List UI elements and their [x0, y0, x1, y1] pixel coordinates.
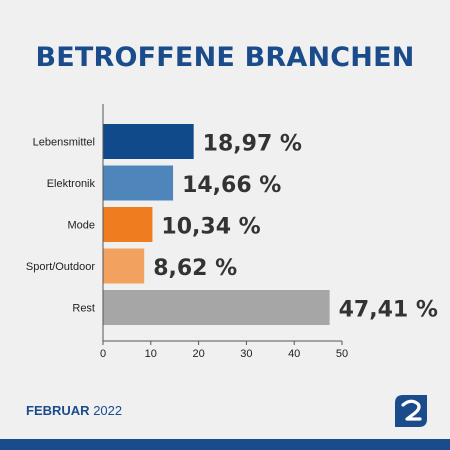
chart-title: BETROFFENE BRANCHEN: [35, 42, 415, 73]
x-tick-label: 10: [145, 348, 157, 360]
footer-month: FEBRUAR: [26, 403, 90, 418]
value-label: 14,66 %: [182, 173, 281, 198]
bar: [103, 207, 153, 242]
x-tick-label: 40: [288, 348, 300, 360]
x-tick-label: 0: [100, 348, 106, 360]
footer-year: 2022: [93, 403, 123, 418]
x-tick-label: 50: [336, 348, 348, 360]
value-label: 8,62 %: [153, 256, 237, 281]
value-label: 10,34 %: [161, 215, 260, 240]
bar: [103, 124, 194, 159]
brand-logo-icon: [395, 395, 427, 427]
category-label: Rest: [72, 303, 95, 315]
bar-chart: Lebensmittel 18,97 % Elektronik 14,66 % Mode…: [26, 104, 438, 360]
category-label: Elektronik: [47, 178, 96, 190]
value-label: 47,41 %: [339, 298, 438, 323]
bottom-accent-bar: [0, 439, 450, 450]
bar: [103, 290, 330, 325]
footer-date: FEBRUAR 2022: [26, 403, 122, 418]
category-label: Mode: [67, 220, 95, 232]
category-label: Sport/Outdoor: [26, 261, 95, 273]
x-tick-label: 30: [240, 348, 252, 360]
bar: [103, 248, 145, 284]
value-label: 18,97 %: [203, 132, 302, 157]
category-label: Lebensmittel: [33, 137, 95, 149]
x-tick-label: 20: [192, 348, 204, 360]
bar: [103, 165, 174, 201]
